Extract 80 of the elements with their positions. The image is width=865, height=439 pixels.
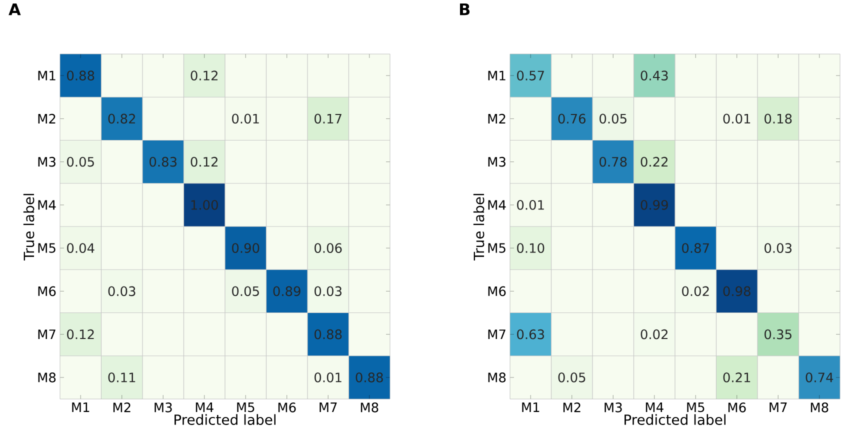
y-tick-label: M4	[488, 200, 506, 210]
data-label: 0.03	[108, 286, 136, 296]
data-label: 0.22	[640, 156, 668, 167]
x-tick-label: M2	[113, 402, 130, 412]
data-label: 0.05	[67, 156, 94, 167]
data-label: 0.57	[517, 70, 544, 80]
x-tick-label: M1	[522, 402, 540, 412]
x-axis-title: Predicted label	[174, 414, 276, 425]
y-axis-title: True label	[473, 194, 484, 260]
data-label: 0.05	[600, 114, 626, 124]
x-tick-label: M1	[72, 402, 90, 412]
data-label: 0.01	[232, 114, 259, 124]
data-label: 0.06	[314, 243, 342, 253]
x-tick-label: M8	[810, 402, 828, 412]
data-label: 0.03	[764, 243, 792, 253]
y-tick-label: M6	[38, 286, 56, 296]
x-tick-label: M3	[154, 402, 172, 412]
data-label: 0.87	[682, 243, 709, 253]
data-label: 0.74	[806, 372, 834, 382]
data-label: 0.02	[682, 286, 709, 296]
y-tick-label: M8	[38, 372, 56, 382]
data-label: 0.12	[67, 329, 94, 340]
data-label: 0.63	[517, 329, 544, 340]
y-tick-label: M1	[488, 70, 506, 80]
data-label: 0.88	[67, 70, 94, 80]
x-tick-label: M4	[196, 402, 214, 412]
data-label: 0.98	[723, 286, 750, 296]
y-tick-label: M1	[38, 70, 56, 80]
y-tick-label: M8	[488, 372, 506, 382]
data-label: 0.82	[108, 114, 135, 124]
chart-title: B	[460, 4, 470, 16]
data-label: 0.88	[356, 372, 383, 382]
x-axis-title: Predicted label	[624, 414, 726, 425]
x-tick-label: M7	[320, 402, 337, 412]
y-axis-title: True label	[23, 194, 34, 260]
x-tick-label: M2	[563, 402, 580, 412]
data-label: 0.01	[723, 114, 750, 124]
data-label: 1.00	[191, 200, 218, 210]
data-label: 0.18	[764, 114, 792, 124]
x-tick-label: M8	[360, 402, 378, 412]
data-label: 0.88	[314, 329, 342, 340]
chart-title: A	[8, 4, 21, 16]
y-tick-label: M3	[488, 156, 506, 167]
x-tick-label: M5	[237, 402, 254, 412]
x-tick-label: M6	[278, 402, 296, 412]
x-tick-label: M3	[604, 402, 622, 412]
data-label: 0.11	[108, 372, 136, 382]
data-label: 0.78	[600, 156, 627, 167]
x-tick-label: M7	[770, 402, 787, 412]
data-label: 0.01	[517, 200, 544, 210]
data-label: 0.02	[640, 329, 668, 340]
data-label: 0.76	[558, 114, 586, 124]
y-tick-label: M6	[488, 286, 506, 296]
x-tick-label: M4	[646, 402, 664, 412]
data-label: 0.43	[640, 70, 668, 80]
data-label: 0.99	[640, 200, 668, 210]
data-label: 0.10	[517, 243, 544, 253]
data-label: 0.05	[558, 372, 586, 382]
data-label: 0.89	[273, 286, 300, 296]
data-label: 0.03	[314, 286, 342, 296]
data-label: 0.35	[764, 329, 792, 340]
y-tick-label: M3	[38, 156, 56, 167]
data-label: 0.01	[314, 372, 342, 382]
y-tick-label: M2	[488, 114, 506, 124]
data-label: 0.17	[314, 114, 342, 124]
x-tick-label: M5	[687, 402, 704, 412]
y-tick-label: M5	[38, 243, 56, 253]
data-label: 0.12	[190, 70, 218, 80]
data-label: 0.83	[150, 156, 176, 167]
y-tick-label: M7	[38, 330, 56, 340]
data-label: 0.90	[232, 243, 260, 253]
data-label: 0.12	[190, 156, 218, 167]
y-tick-label: M4	[38, 200, 56, 210]
data-label: 0.05	[232, 286, 259, 296]
data-label: 0.21	[723, 372, 750, 382]
data-label: 0.04	[67, 243, 94, 253]
x-tick-label: M6	[728, 402, 746, 412]
y-tick-label: M7	[488, 330, 506, 340]
y-tick-label: M2	[38, 114, 56, 124]
y-tick-label: M5	[488, 243, 506, 253]
